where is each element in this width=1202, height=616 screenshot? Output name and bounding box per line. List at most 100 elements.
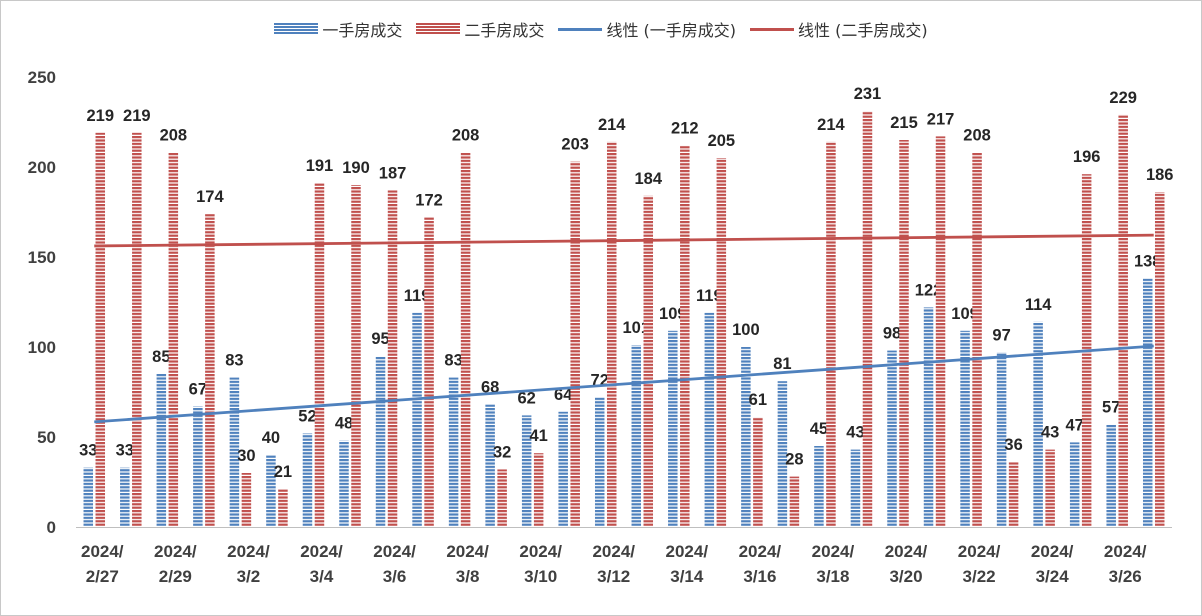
x-tick-label: 2/27 xyxy=(86,567,119,586)
bar xyxy=(558,411,568,527)
x-tick-label: 2024/ xyxy=(885,542,928,561)
x-tick-label: 2024/ xyxy=(812,542,855,561)
bar xyxy=(314,183,325,527)
x-tick-label: 3/8 xyxy=(456,567,480,586)
data-label: 28 xyxy=(785,451,803,469)
data-label: 214 xyxy=(817,116,845,134)
bar xyxy=(777,381,788,527)
data-label: 32 xyxy=(493,443,511,461)
bar xyxy=(704,312,715,527)
data-label: 212 xyxy=(671,119,699,137)
data-label: 172 xyxy=(415,191,443,209)
data-label: 190 xyxy=(342,159,370,177)
data-label: 83 xyxy=(225,352,243,370)
bar xyxy=(1045,449,1055,527)
bar xyxy=(850,449,861,527)
bar xyxy=(741,347,751,527)
data-label: 119 xyxy=(404,287,431,305)
data-label: 95 xyxy=(371,330,389,348)
x-tick-label: 2024/ xyxy=(592,542,635,561)
bar xyxy=(960,330,970,527)
x-tick-label: 3/10 xyxy=(524,567,557,586)
data-label: 119 xyxy=(696,287,723,305)
data-label: 61 xyxy=(749,391,767,409)
bar xyxy=(521,415,532,527)
x-tick-label: 3/2 xyxy=(237,567,261,586)
data-label: 217 xyxy=(927,110,955,128)
x-tick-label: 3/4 xyxy=(310,567,334,586)
legend-swatch-new-homes xyxy=(274,23,319,35)
bar xyxy=(753,417,763,527)
x-tick-label: 2024/ xyxy=(1031,542,1074,561)
legend-swatch-trend-resale-homes xyxy=(750,27,795,31)
bar xyxy=(83,467,94,527)
x-tick-label: 3/18 xyxy=(816,567,849,586)
bar xyxy=(95,132,106,528)
x-tick-label: 3/26 xyxy=(1109,567,1142,586)
x-tick-label: 2024/ xyxy=(958,542,1001,561)
legend-item-new-homes: 一手房成交 xyxy=(274,17,402,41)
y-tick-label: 0 xyxy=(47,518,56,537)
bar xyxy=(1154,192,1165,527)
bar xyxy=(533,453,544,527)
bar xyxy=(716,158,727,527)
data-label: 81 xyxy=(773,355,791,373)
bar xyxy=(241,473,252,527)
bar xyxy=(606,141,617,528)
bar xyxy=(1106,424,1116,527)
bar xyxy=(972,152,982,527)
x-tick-label: 3/14 xyxy=(670,567,704,586)
bar xyxy=(205,213,215,528)
data-label: 30 xyxy=(237,447,255,465)
bar xyxy=(424,217,434,527)
trendline xyxy=(94,233,1154,248)
data-label: 114 xyxy=(1025,296,1052,314)
data-label: 57 xyxy=(1102,398,1120,416)
y-tick-label: 250 xyxy=(28,68,56,87)
x-tick-label: 2024/ xyxy=(154,542,197,561)
data-label: 208 xyxy=(160,127,188,145)
data-label: 174 xyxy=(196,188,224,206)
bar xyxy=(120,467,130,527)
x-tick-label: 2024/ xyxy=(81,542,124,561)
data-label: 186 xyxy=(1146,166,1174,184)
data-label: 43 xyxy=(1041,424,1059,442)
data-label: 41 xyxy=(529,427,547,445)
data-label: 229 xyxy=(1109,89,1137,107)
data-label: 47 xyxy=(1065,416,1083,434)
bar xyxy=(168,152,179,527)
legend-swatch-resale-homes xyxy=(416,23,461,35)
data-label: 62 xyxy=(517,389,535,407)
data-label: 109 xyxy=(951,305,979,323)
trendline xyxy=(94,344,1154,424)
data-label: 187 xyxy=(379,164,407,182)
bar xyxy=(923,307,934,527)
data-label: 83 xyxy=(444,352,462,370)
bar xyxy=(1008,462,1019,527)
bar xyxy=(594,397,605,527)
bar xyxy=(339,440,349,527)
bar xyxy=(899,140,909,527)
data-label: 98 xyxy=(883,325,901,343)
data-label: 36 xyxy=(1004,436,1022,454)
legend-item-trend-new-homes: 线性 (一手房成交) xyxy=(558,17,736,41)
bar xyxy=(935,136,946,527)
bar xyxy=(485,404,495,527)
bar xyxy=(680,145,690,527)
data-label: 33 xyxy=(116,442,134,460)
x-tick-label: 3/24 xyxy=(1036,567,1070,586)
data-label: 138 xyxy=(1134,253,1162,271)
data-label: 122 xyxy=(915,281,943,299)
x-tick-label: 2024/ xyxy=(446,542,489,561)
bar xyxy=(351,185,361,527)
bar xyxy=(497,469,507,527)
bar xyxy=(789,476,800,527)
bar xyxy=(266,455,276,527)
legend: 一手房成交 二手房成交 线性 (一手房成交) 线性 (二手房成交) xyxy=(0,17,1202,41)
x-tick-label: 3/12 xyxy=(597,567,630,586)
data-label: 231 xyxy=(854,85,882,103)
x-tick-label: 2024/ xyxy=(300,542,343,561)
bar xyxy=(193,406,203,527)
